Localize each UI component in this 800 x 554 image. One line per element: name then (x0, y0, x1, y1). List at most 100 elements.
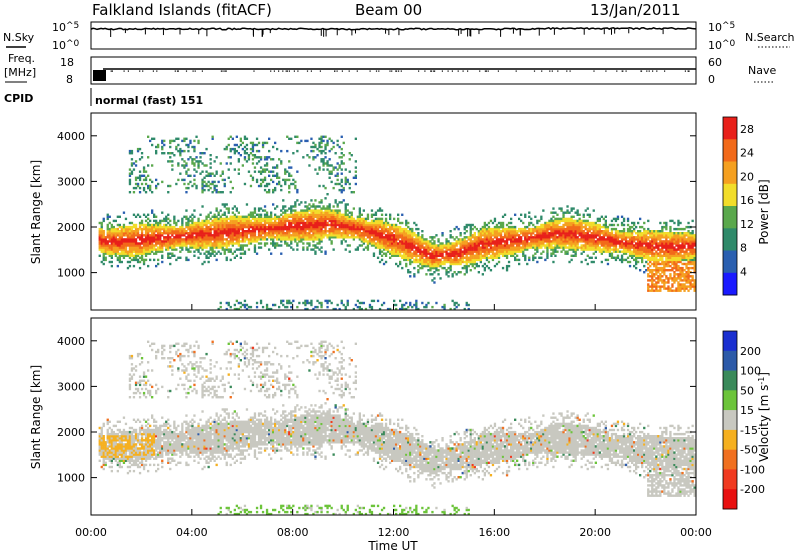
power-cell (389, 307, 392, 311)
power-cell (384, 246, 388, 249)
power-cell (501, 250, 505, 253)
power-cell (100, 225, 103, 229)
power-cell (572, 223, 575, 227)
power-cell (407, 305, 410, 309)
power-cell (372, 234, 376, 237)
power-cell (384, 252, 388, 255)
power-cell (376, 225, 380, 229)
power-cell (338, 211, 341, 214)
power-cell (382, 246, 386, 249)
power-cell (181, 230, 184, 233)
power-cell (358, 221, 361, 225)
power-cell (241, 246, 244, 249)
power-cell (320, 149, 323, 153)
power-cell (142, 186, 146, 190)
power-cell (552, 234, 555, 237)
power-cell (102, 238, 105, 241)
power-cell (263, 244, 267, 247)
power-cell (485, 264, 489, 268)
power-cell (253, 246, 257, 249)
power-cell (227, 211, 230, 214)
power-cell (318, 217, 321, 221)
nave-dot (222, 70, 224, 72)
power-cell (280, 184, 283, 188)
power-cell (366, 217, 370, 221)
power-cell (274, 244, 277, 247)
nave-dot (451, 70, 453, 72)
power-cell (475, 240, 478, 243)
power-cell (572, 244, 575, 247)
power-cell (183, 166, 186, 169)
power-cell (376, 246, 380, 249)
power-cell (574, 219, 577, 223)
power-cell (538, 225, 541, 229)
power-cell (316, 232, 319, 235)
power-cell (592, 260, 595, 264)
power-cell (600, 242, 603, 245)
power-cell (120, 244, 123, 247)
power-cell (380, 254, 384, 257)
power-cell (215, 242, 218, 245)
power-cell (328, 299, 331, 303)
power-cell (463, 246, 466, 249)
power-cell (237, 211, 240, 214)
power-cell (401, 244, 404, 247)
power-cell (564, 211, 567, 214)
power-cell (280, 188, 283, 192)
power-cell (134, 215, 138, 218)
power-cell (407, 232, 410, 235)
power-cell (310, 211, 313, 214)
power-cell (175, 227, 178, 231)
power-cell (294, 215, 297, 218)
power-cell (443, 250, 446, 253)
power-cell (185, 236, 188, 239)
power-cell (419, 246, 422, 249)
power-cell (431, 238, 434, 241)
power-cell (302, 221, 305, 225)
power-cell (554, 223, 557, 227)
power-cell (368, 305, 372, 309)
power-cell (185, 162, 188, 165)
nave-dot (569, 70, 571, 72)
power-cell (312, 205, 315, 208)
power-cell (467, 242, 470, 245)
power-cell (217, 221, 220, 225)
power-cell (433, 254, 436, 257)
power-cell (574, 221, 577, 225)
power-cell (280, 225, 283, 229)
power-cell (503, 252, 507, 255)
power-cell (147, 240, 150, 243)
power-cell (395, 236, 398, 239)
power-cell (393, 217, 396, 221)
power-cell (304, 201, 307, 204)
power-cell (169, 225, 172, 229)
power-cell (342, 303, 345, 307)
power-cell (419, 244, 422, 247)
power-cell (578, 219, 581, 223)
power-cell (340, 217, 343, 221)
power-cell (544, 232, 547, 235)
power-cell (586, 244, 589, 247)
power-cell (344, 182, 347, 186)
power-cell (362, 238, 365, 241)
power-cell (169, 244, 172, 247)
power-cell (346, 223, 349, 227)
power-cell (207, 242, 210, 245)
power-cell (465, 303, 468, 307)
power-cell (233, 230, 236, 233)
power-cell (191, 246, 194, 249)
power-cell (326, 209, 329, 212)
power-cell (457, 238, 460, 241)
power-cell (526, 242, 529, 245)
power-cell (322, 149, 325, 153)
power-cell (576, 246, 579, 249)
power-cell (368, 303, 372, 307)
power-cell (608, 248, 612, 251)
power-cell (425, 246, 428, 249)
power-cell (318, 205, 321, 208)
power-cell (247, 238, 251, 241)
power-cell (227, 244, 230, 247)
power-cell (142, 260, 146, 264)
power-cell (227, 242, 230, 245)
power-cell (314, 207, 317, 210)
